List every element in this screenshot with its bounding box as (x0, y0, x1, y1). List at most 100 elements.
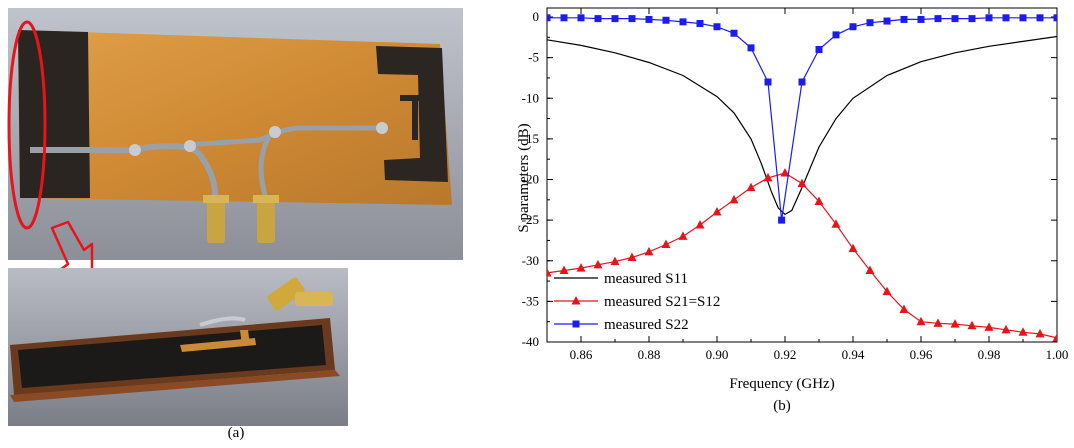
data-point-triangle (1001, 324, 1011, 334)
y-axis-label: S parameters (dB) (516, 123, 532, 232)
data-point-square (900, 15, 908, 23)
y-tick-label: -15 (522, 131, 539, 146)
data-point-square (883, 17, 891, 25)
data-point-square (747, 44, 755, 52)
data-point-triangle (559, 265, 569, 274)
series-line (547, 172, 1057, 339)
y-tick-label: -30 (522, 253, 539, 268)
legend-marker (571, 296, 581, 305)
data-point-square (1019, 14, 1027, 22)
antenna-photos (7, 8, 463, 426)
data-point-triangle (627, 252, 637, 261)
legend-label: measured S11 (604, 271, 688, 287)
data-point-triangle (661, 239, 671, 248)
antenna-side-view-photo (8, 268, 348, 426)
y-tick-label: 0 (533, 9, 540, 24)
data-point-triangle (763, 172, 773, 182)
data-point-square (628, 15, 636, 23)
legend-label: measured S22 (604, 317, 689, 333)
legend-entry: measured S21=S12 (554, 294, 720, 310)
data-point-square (577, 14, 585, 22)
data-point-triangle (729, 194, 739, 204)
x-tick-label: 1.00 (1046, 347, 1069, 362)
y-tick-label: -5 (528, 50, 539, 65)
legend-entry: measured S11 (554, 271, 688, 287)
data-point-triangle (1018, 327, 1028, 336)
x-axis-label: Frequency (GHz) (729, 376, 834, 392)
zoom-arrow-icon (50, 220, 94, 282)
x-tick-label: 0.92 (774, 347, 797, 362)
data-point-square (778, 216, 786, 224)
legend-marker (572, 320, 580, 328)
x-tick-label: 0.98 (978, 347, 1001, 362)
series-1 (547, 35, 1057, 216)
data-point-square (798, 78, 806, 86)
data-point-square (1002, 14, 1010, 22)
x-tick-label: 0.94 (842, 347, 865, 362)
data-point-triangle (916, 316, 926, 326)
data-point-triangle (814, 196, 824, 205)
data-point-square (815, 46, 823, 53)
data-point-square (934, 15, 942, 23)
data-point-square (547, 14, 551, 22)
data-point-triangle (695, 220, 705, 229)
caption-b: (b) (773, 398, 791, 414)
data-point-square (1036, 14, 1044, 22)
legend-entry: measured S22 (554, 317, 689, 333)
y-tick-label: -10 (522, 90, 539, 105)
data-point-triangle (865, 265, 875, 274)
data-point-triangle (831, 219, 841, 228)
s-parameter-chart: 0.86 0.88 0.90 0.92 0.94 0.96 0.98 1.00 0 -5 -10 -1… (516, 7, 1069, 392)
data-point-square (662, 16, 670, 24)
caption-a: (a) (227, 425, 245, 441)
data-point-triangle (746, 182, 756, 192)
photo-panel-a: (a) (0, 0, 470, 443)
y-tick-label: -20 (522, 172, 539, 187)
data-point-square (645, 15, 653, 23)
data-point-square (679, 18, 687, 26)
data-point-square (985, 14, 993, 22)
antenna-board-photo (7, 8, 463, 260)
data-point-square (866, 19, 874, 27)
data-point-triangle (610, 256, 620, 266)
x-tick-label: 0.96 (910, 347, 933, 362)
data-point-triangle (547, 267, 552, 277)
data-point-triangle (797, 178, 807, 188)
data-point-square (968, 15, 976, 23)
data-point-square (713, 23, 721, 31)
plot-frame (546, 7, 1058, 343)
data-point-square (917, 15, 925, 23)
data-point-triangle (967, 320, 977, 330)
data-point-square (611, 15, 619, 23)
data-point-triangle (984, 322, 994, 331)
data-point-square (1053, 14, 1057, 22)
series-2 (547, 168, 1057, 342)
data-point-triangle (712, 207, 722, 216)
data-point-square (951, 15, 959, 23)
series-line (547, 35, 1057, 216)
x-tick-label: 0.86 (570, 347, 593, 362)
y-tick-label: -40 (522, 334, 539, 349)
data-point-square (594, 15, 602, 23)
series-3 (547, 14, 1057, 224)
data-point-square (764, 78, 772, 86)
data-point-square (696, 20, 704, 27)
data-point-triangle (678, 231, 688, 240)
x-tick-label: 0.88 (638, 347, 661, 362)
data-point-square (730, 29, 738, 37)
data-point-triangle (933, 318, 943, 327)
chart-panel-b: 0.86 0.88 0.90 0.92 0.94 0.96 0.98 1.00 0 -5 -10 -1… (470, 0, 1074, 443)
data-point-square (849, 23, 857, 31)
x-tick-label: 0.90 (706, 347, 729, 362)
data-point-triangle (576, 263, 586, 272)
data-point-triangle (899, 304, 909, 313)
data-point-triangle (1035, 328, 1045, 338)
data-point-square (560, 14, 568, 22)
legend-label: measured S21=S12 (604, 294, 720, 310)
data-point-triangle (882, 286, 892, 296)
data-point-triangle (848, 243, 858, 253)
data-point-square (832, 31, 840, 39)
data-point-triangle (780, 168, 790, 177)
y-tick-label: -35 (522, 293, 539, 308)
data-point-triangle (950, 319, 960, 328)
